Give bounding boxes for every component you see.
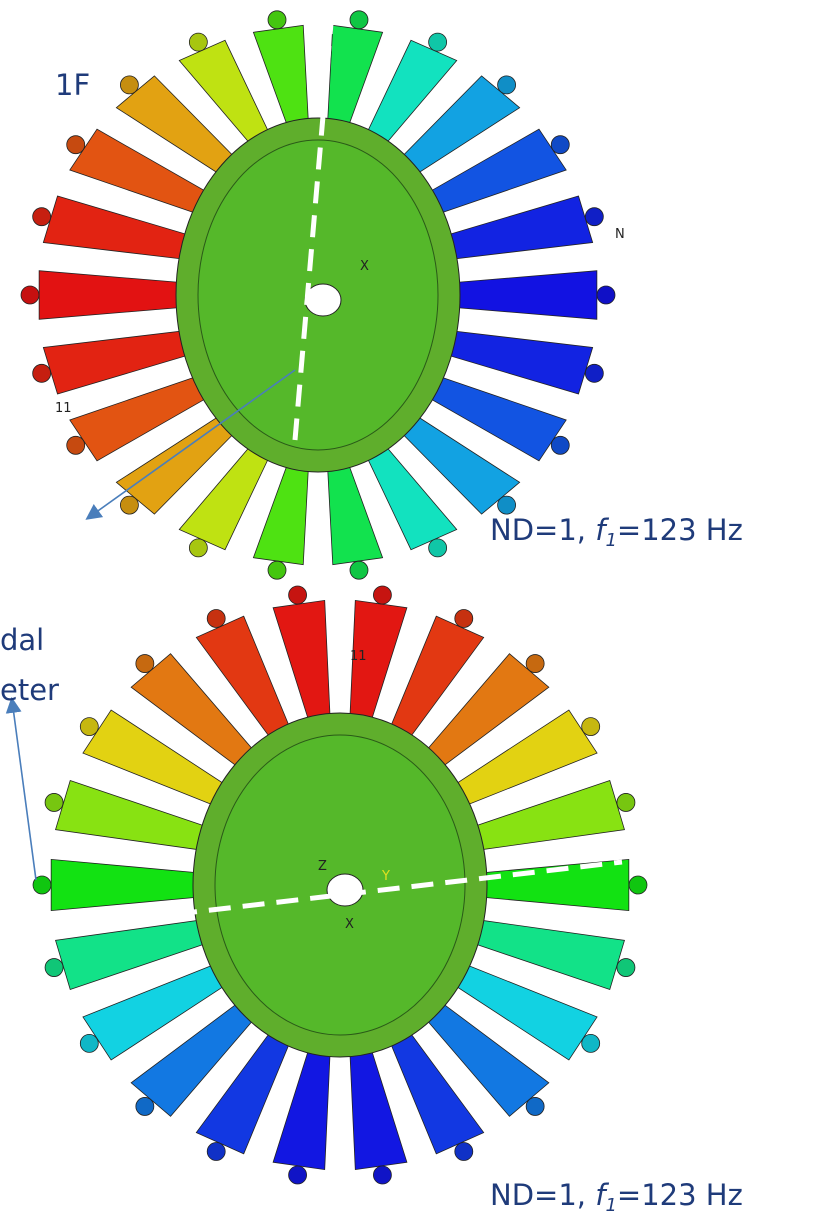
blade-lug: [498, 496, 516, 514]
fe-label: 11: [55, 401, 72, 416]
blade-lug: [67, 136, 85, 154]
blade-lug: [526, 655, 544, 673]
blade-lug: [289, 586, 307, 604]
blade-lug: [582, 718, 600, 736]
blade-lug: [455, 609, 473, 627]
blade-lug: [21, 286, 39, 304]
disk-hole: [327, 874, 363, 906]
fe-label: X: [360, 259, 369, 274]
caption-part: ND=1,: [490, 513, 595, 547]
blade-lug: [33, 364, 51, 382]
blade-lug: [207, 609, 225, 627]
blade-lug: [45, 793, 63, 811]
arrow: [12, 700, 36, 880]
annotation-text: dal: [0, 623, 44, 657]
blade-lug: [120, 496, 138, 514]
caption: ND=1, f1=123 Hz: [490, 1178, 743, 1213]
blade-lug: [373, 1166, 391, 1184]
mode-label: 1F: [55, 68, 90, 102]
blade-lug: [80, 1034, 98, 1052]
fe-label: X: [345, 917, 354, 932]
blade: [39, 271, 188, 320]
fe-label: Z: [318, 859, 327, 874]
blade-lug: [33, 208, 51, 226]
annotation-text: eter: [0, 673, 59, 707]
caption: ND=1, f1=123 Hz: [490, 513, 743, 551]
blade-lug: [617, 959, 635, 977]
blade-lug: [350, 11, 368, 29]
caption-part: ND=1,: [490, 1178, 595, 1212]
figure: 1F dal eter ND=1, f1=123 Hz ND=1, f1=123…: [0, 0, 820, 1213]
blade-lug: [136, 1097, 154, 1115]
caption-part: 1: [605, 530, 616, 551]
blade-lug: [80, 718, 98, 736]
top-disk-model: [21, 11, 615, 579]
fe-label: 11: [350, 649, 367, 664]
blade-lug: [629, 876, 647, 894]
blade: [475, 859, 629, 910]
blade-lug: [498, 76, 516, 94]
blade-lug: [526, 1097, 544, 1115]
blade-lug: [350, 561, 368, 579]
blade-lug: [429, 33, 447, 51]
fe-label: Y: [381, 869, 390, 884]
blade-lug: [289, 1166, 307, 1184]
blade-lug: [617, 793, 635, 811]
blade-lug: [268, 11, 286, 29]
blade-lug: [136, 655, 154, 673]
caption-part: =123 Hz: [617, 1178, 743, 1212]
blade: [51, 859, 205, 910]
caption-part: 1: [605, 1195, 616, 1213]
blade-lug: [585, 364, 603, 382]
blade-lug: [268, 561, 286, 579]
caption-part: =123 Hz: [617, 513, 743, 547]
blade-lug: [551, 136, 569, 154]
blade: [448, 271, 597, 320]
blade-lug: [207, 1143, 225, 1161]
blade-lug: [120, 76, 138, 94]
blade-lug: [189, 33, 207, 51]
blade-lug: [597, 286, 615, 304]
blade-lug: [67, 436, 85, 454]
blade-lug: [585, 208, 603, 226]
blade-lug: [429, 539, 447, 557]
blade-lug: [45, 959, 63, 977]
blade-lug: [582, 1034, 600, 1052]
blade-lug: [551, 436, 569, 454]
blade-lug: [455, 1143, 473, 1161]
blade-lug: [373, 586, 391, 604]
bottom-disk-model: [33, 586, 647, 1184]
blade-lug: [189, 539, 207, 557]
fe-label: N: [615, 227, 625, 242]
